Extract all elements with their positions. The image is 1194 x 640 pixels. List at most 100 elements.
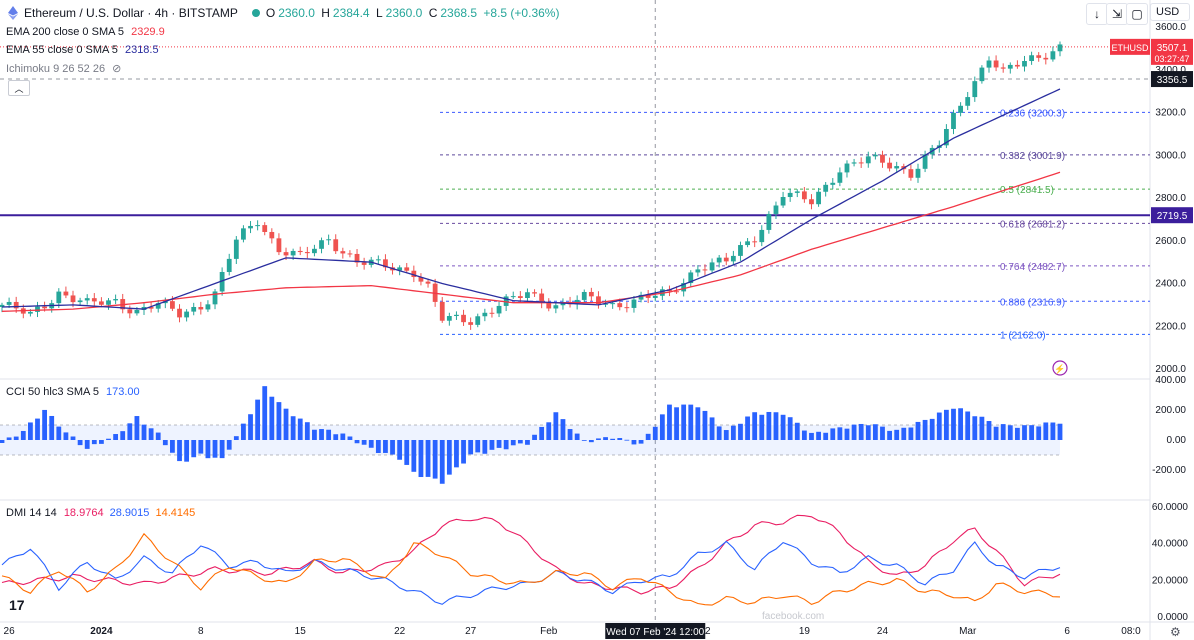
chevron-up-icon: ︿ [14, 83, 24, 94]
currency-selector[interactable]: USD [1150, 3, 1190, 21]
fullscreen-button[interactable]: ▢ [1126, 3, 1148, 25]
cci-bar [148, 428, 154, 440]
watermark: facebook.com [762, 611, 825, 622]
candle-body [290, 250, 296, 256]
cci-bar [106, 438, 111, 440]
ema55-legend[interactable]: EMA 55 close 0 SMA 5 2318.5 [6, 44, 159, 56]
price-tick-label: 2600.0 [1155, 236, 1186, 247]
cci-bar [375, 440, 381, 454]
cci-bar [851, 424, 857, 440]
cci-bar [816, 431, 821, 440]
dmi-legend[interactable]: DMI 14 14 18.9764 28.9015 14.4145 [6, 507, 195, 519]
candle-body [63, 291, 69, 296]
cci-bar [1007, 425, 1013, 440]
cci-legend[interactable]: CCI 50 hlc3 SMA 5 173.00 [6, 386, 140, 398]
candle-body [972, 81, 978, 98]
market-status-dot [251, 9, 260, 17]
candle-body [1007, 64, 1013, 69]
candle-body [993, 60, 999, 68]
cci-bar [489, 440, 495, 450]
cci-bar [77, 440, 83, 446]
candle-body [922, 154, 928, 169]
cci-bar [667, 404, 672, 440]
alert-icon [1052, 360, 1068, 376]
cci-bar [241, 423, 246, 440]
candle-body [702, 269, 708, 271]
candle-body [596, 296, 601, 305]
candle-body [283, 252, 289, 256]
cci-bar [475, 440, 481, 453]
cci-bar [184, 440, 190, 462]
cci-bar [333, 434, 339, 440]
candle-body [468, 322, 474, 325]
cci-bar [404, 440, 410, 465]
ichimoku-legend[interactable]: Ichimoku 9 26 52 26 ⊘ [6, 62, 121, 75]
adx-value: 14.4145 [155, 507, 196, 519]
cci-bar [517, 440, 523, 444]
candle-body [233, 239, 239, 259]
candle-body [269, 231, 275, 239]
candle-body [241, 228, 246, 240]
fib-level-label: 0.618 (2681.2) [1000, 219, 1065, 230]
maximize-button[interactable]: ⇲ [1106, 3, 1128, 25]
candle-body [475, 316, 481, 325]
cci-label: CCI 50 hlc3 SMA 5 [6, 386, 99, 398]
chart-header: Ethereum / U.S. Dollar · 4h · BITSTAMP O… [8, 6, 562, 20]
gear-icon[interactable]: ⚙ [1170, 625, 1181, 639]
countdown-label: 03:27:47 [1154, 54, 1189, 64]
candle-body [617, 303, 623, 308]
ema200-legend[interactable]: EMA 200 close 0 SMA 5 2329.9 [6, 26, 165, 38]
candle-body [830, 182, 836, 185]
candle-body [177, 308, 182, 318]
candle-body [809, 199, 814, 205]
last-price-label: 3507.1 [1157, 43, 1188, 54]
cci-bar [411, 440, 417, 472]
candle-body [525, 292, 530, 298]
cci-bar [383, 440, 388, 453]
cci-bar [645, 433, 651, 440]
candle-body [411, 270, 417, 278]
candle-body [6, 301, 12, 305]
candle-body [319, 240, 324, 249]
level-price-label: 2719.5 [1157, 211, 1188, 222]
cci-bar [28, 422, 33, 440]
cci-bar [716, 426, 722, 440]
price-tick-label: 2000.0 [1155, 364, 1186, 375]
candle-body [510, 296, 516, 298]
cci-bar [91, 440, 97, 445]
collapse-legend-button[interactable]: ︿ [8, 80, 30, 96]
cci-bar [574, 433, 580, 440]
cci-bar [915, 421, 921, 440]
axes: 2000.0 2200.0 2400.0 2600.0 2800.0 3000.0 3200… [4, 22, 1193, 639]
candle-body [127, 309, 133, 314]
crosshair-price-label: 3356.5 [1157, 75, 1188, 86]
cci-bar [170, 440, 175, 453]
ema200-line [1, 171, 1061, 312]
candle-body [276, 238, 282, 253]
symbol-title[interactable]: Ethereum / U.S. Dollar · 4h · BITSTAMP [24, 6, 238, 20]
candle-body [752, 241, 758, 243]
cci-bar [454, 440, 459, 468]
cci-bar [390, 440, 395, 455]
expand-icon: ⇲ [1111, 7, 1123, 21]
candle-body [262, 225, 268, 232]
candle-body [304, 252, 310, 254]
cci-bar [63, 432, 69, 440]
cci-bar [503, 440, 509, 450]
cci-bar [49, 415, 55, 440]
candle-body [205, 304, 211, 310]
candle-body [858, 162, 864, 164]
candle-body [723, 257, 729, 262]
cci-bar [198, 440, 204, 454]
tradingview-logo[interactable]: 17 [9, 597, 25, 613]
cci-bar [177, 440, 182, 462]
cci-tick-label: -200.00 [1152, 465, 1186, 476]
candle-body [958, 105, 963, 113]
cci-bar [56, 426, 62, 440]
price-tick-label: 3400.0 [1155, 65, 1186, 76]
candle-body [397, 267, 403, 271]
scroll-down-button[interactable]: ↓ [1086, 3, 1108, 25]
hidden-eye-icon[interactable]: ⊘ [112, 63, 122, 75]
